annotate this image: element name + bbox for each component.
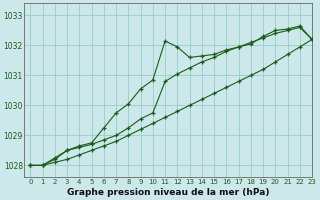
X-axis label: Graphe pression niveau de la mer (hPa): Graphe pression niveau de la mer (hPa) — [67, 188, 269, 197]
